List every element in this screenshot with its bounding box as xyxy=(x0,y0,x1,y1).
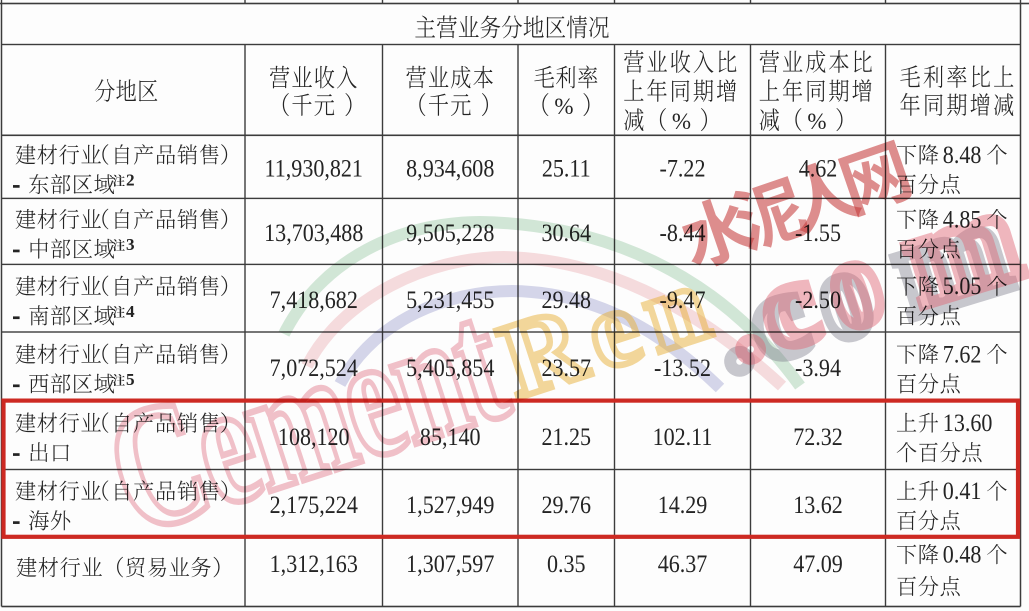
svg-text:21.25: 21.25 xyxy=(541,423,591,451)
svg-text:2: 2 xyxy=(126,170,135,189)
svg-text:23.57: 23.57 xyxy=(541,355,591,383)
svg-text:4: 4 xyxy=(126,302,135,321)
svg-text:1,312,163: 1,312,163 xyxy=(270,551,358,579)
svg-text:8.48: 8.48 xyxy=(943,141,982,169)
svg-text:-7.22: -7.22 xyxy=(660,155,706,183)
svg-text:4.85: 4.85 xyxy=(943,206,982,234)
svg-text:1,307,597: 1,307,597 xyxy=(406,551,494,579)
svg-text:%: % xyxy=(554,94,573,119)
svg-text:7.62: 7.62 xyxy=(943,341,982,369)
svg-text:14.29: 14.29 xyxy=(658,491,708,519)
svg-text:102.11: 102.11 xyxy=(653,423,713,451)
svg-text:11,930,821: 11,930,821 xyxy=(265,155,363,183)
svg-text:47.09: 47.09 xyxy=(793,551,843,579)
svg-text:13,703,488: 13,703,488 xyxy=(264,220,363,248)
svg-text:%: % xyxy=(807,109,826,134)
svg-text:13.62: 13.62 xyxy=(793,491,843,519)
svg-text:29.76: 29.76 xyxy=(541,491,591,519)
svg-text:1,527,949: 1,527,949 xyxy=(406,491,494,519)
svg-text:108,120: 108,120 xyxy=(278,423,350,451)
svg-text:8,934,608: 8,934,608 xyxy=(406,155,494,183)
svg-text:-3.94: -3.94 xyxy=(795,355,841,383)
svg-text:-2.50: -2.50 xyxy=(795,287,841,315)
svg-text:0.35: 0.35 xyxy=(547,551,586,579)
svg-text:0.41: 0.41 xyxy=(943,478,982,506)
svg-text:2,175,224: 2,175,224 xyxy=(270,491,358,519)
svg-text:13.60: 13.60 xyxy=(943,410,993,438)
svg-text:5.05: 5.05 xyxy=(943,273,982,301)
svg-text:72.32: 72.32 xyxy=(793,423,843,451)
svg-text:5: 5 xyxy=(126,370,135,389)
svg-text:85,140: 85,140 xyxy=(420,423,481,451)
svg-text:0.48: 0.48 xyxy=(943,541,982,569)
svg-text:25.11: 25.11 xyxy=(542,155,591,183)
svg-text:%: % xyxy=(672,109,691,134)
svg-text:46.37: 46.37 xyxy=(658,551,708,579)
svg-text:3: 3 xyxy=(126,235,135,254)
svg-text:5,405,854: 5,405,854 xyxy=(406,355,494,383)
